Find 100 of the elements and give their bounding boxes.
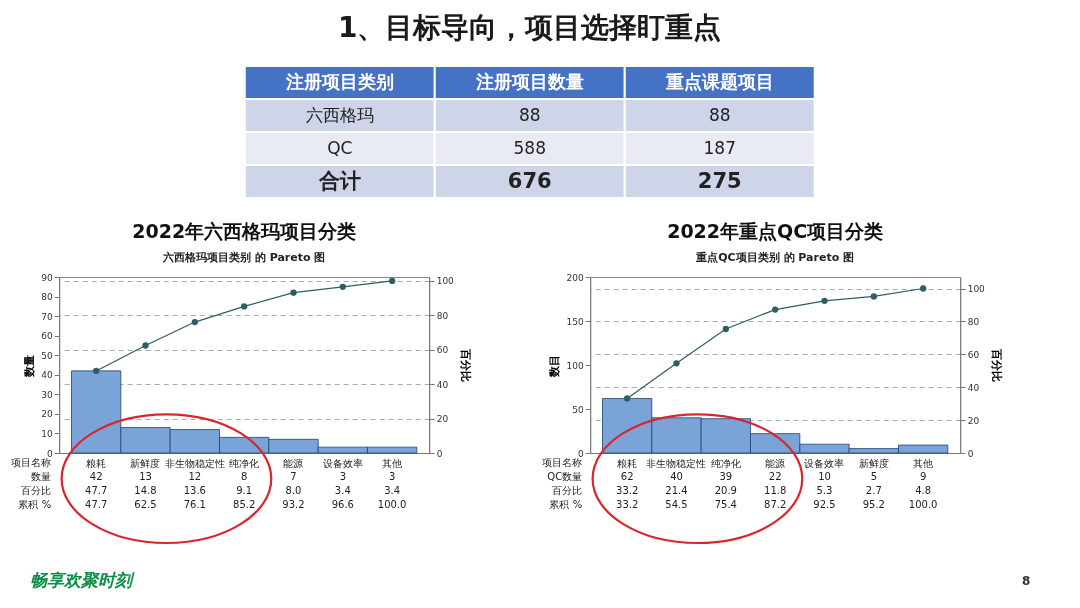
y-tick-label: 70	[41, 311, 53, 322]
y2-axis-title: 百分比	[458, 348, 472, 382]
y-tick-label: 50	[572, 404, 584, 415]
text: 1、目标导向，项目选择盯重点	[338, 11, 722, 44]
y-tick-label: 50	[41, 350, 53, 361]
y-tick-label: 30	[41, 389, 53, 400]
point	[772, 306, 779, 313]
text: 4.8	[915, 485, 932, 496]
y-tick-label: 100	[566, 360, 584, 371]
x-tick-label: 新鲜度	[858, 457, 889, 469]
text: 95.2	[862, 499, 885, 510]
text: 21.4	[665, 485, 688, 496]
text: 累积 %	[18, 499, 52, 510]
text: 数量	[31, 471, 52, 482]
y-tick-label: 60	[41, 331, 53, 342]
series-label: 注册项目数量	[474, 70, 584, 92]
data-label: 275	[697, 168, 742, 193]
x-tick-label: 粮耗	[617, 457, 638, 469]
x-axis-title: 项目名称	[11, 457, 52, 468]
text: 33.2	[616, 499, 639, 510]
point	[389, 277, 396, 285]
y2-tick-label: 80	[967, 316, 980, 327]
x-tick-label: 粮耗	[86, 457, 107, 469]
y-tick-label: 10	[41, 428, 53, 439]
text: 93.2	[282, 499, 305, 510]
text: 62.5	[134, 499, 157, 510]
y2-axis-title: 百分比	[989, 348, 1003, 382]
text: 20.9	[714, 485, 737, 496]
y2-tick-label: 40	[436, 379, 449, 390]
data-label: 62	[620, 471, 634, 482]
y2-tick-label: 40	[967, 382, 980, 393]
point	[191, 318, 198, 326]
text: 87.2	[764, 499, 787, 510]
text: 33.2	[616, 485, 639, 496]
data-label: 40	[670, 471, 683, 482]
text: 11.8	[764, 485, 787, 496]
data-label: 676	[507, 168, 552, 193]
point	[722, 325, 729, 333]
x-tick-label: 其他	[913, 457, 934, 469]
data-label: 5	[870, 471, 878, 482]
point	[673, 360, 680, 367]
data-label: 9	[919, 471, 927, 482]
y-axis-title: 数目	[548, 354, 562, 378]
text: 47.7	[85, 499, 108, 510]
text: 92.5	[813, 499, 836, 510]
x-tick-label: 其他	[382, 457, 403, 469]
chart-title: 2022年重点QC项目分类	[667, 220, 884, 242]
data-label: 7	[290, 471, 297, 482]
point	[624, 395, 631, 402]
x-tick-label: 设备效率	[804, 457, 845, 469]
data-label: 187	[703, 137, 736, 158]
y-tick-label: 0	[577, 448, 584, 459]
y-tick-label: 40	[41, 370, 53, 381]
category-label: 六西格玛	[305, 104, 374, 125]
x-tick-label: 纯净化	[229, 457, 260, 469]
text: 76.1	[183, 499, 206, 510]
y2-tick-label: 0	[436, 448, 443, 459]
x-axis-title: 项目名称	[542, 457, 583, 468]
text: 9.1	[236, 485, 253, 496]
text: 47.7	[85, 485, 108, 496]
point	[821, 297, 828, 305]
y2-tick-label: 100	[967, 284, 986, 295]
text: 8	[1021, 574, 1031, 588]
point	[339, 283, 346, 290]
x-tick-label: 非生物稳定性	[646, 457, 707, 469]
text: 百分比	[21, 485, 52, 496]
chart-title: 2022年六西格玛项目分类	[132, 220, 357, 242]
point	[93, 367, 100, 375]
data-label: 10	[818, 471, 831, 482]
text: 85.2	[233, 499, 256, 510]
y-tick-label: 90	[41, 272, 53, 283]
text: 注册项目类别	[284, 70, 394, 92]
data-label: 13	[139, 471, 152, 482]
chart-subtitle: 六西格玛项目类别 的 Pareto 图	[161, 251, 326, 264]
text: 75.4	[714, 499, 737, 510]
y-axis-title: 数量	[23, 354, 37, 378]
text: 14.8	[134, 485, 157, 496]
text: 百分比	[552, 485, 583, 496]
y2-tick-label: 20	[967, 415, 980, 426]
chart-subtitle: 重点QC项目类别 的 Pareto 图	[695, 251, 855, 264]
text: 8.0	[285, 485, 302, 496]
x-tick-label: 纯净化	[710, 457, 741, 469]
text: 100.0	[377, 499, 407, 510]
y-tick-label: 20	[41, 409, 53, 420]
y-tick-label: 0	[46, 448, 53, 459]
x-tick-label: 新鲜度	[130, 457, 161, 469]
y2-tick-label: 60	[967, 349, 980, 360]
x-tick-label: 能源	[765, 457, 786, 469]
y2-tick-label: 60	[436, 345, 449, 356]
point	[870, 293, 877, 300]
data-label: 588	[513, 137, 546, 158]
text: 13.6	[183, 485, 206, 496]
point	[920, 285, 927, 292]
data-label: 88	[708, 104, 731, 125]
text: 3.4	[384, 485, 401, 496]
y-tick-label: 80	[41, 292, 53, 303]
text: 3.4	[334, 485, 351, 496]
point	[290, 289, 297, 296]
y2-tick-label: 100	[436, 276, 455, 287]
y2-tick-label: 20	[436, 414, 449, 425]
